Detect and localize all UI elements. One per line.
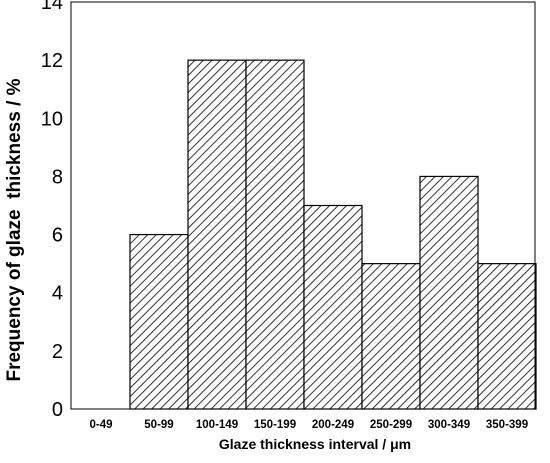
y-tick-label: 14 <box>41 0 63 14</box>
y-tick-label: 2 <box>52 341 63 363</box>
y-axis-label: Frequency of glaze thickness / % <box>4 78 25 381</box>
plot-frame <box>70 1 536 410</box>
bar-250-299 <box>361 263 421 410</box>
y-tick-label: 0 <box>52 399 63 421</box>
bar-150-199 <box>245 59 305 410</box>
y-tick-label: 8 <box>52 166 63 188</box>
y-tick-label: 10 <box>41 108 63 130</box>
bar-200-249 <box>303 204 363 410</box>
y-tick-label: 4 <box>52 283 63 305</box>
x-tick-label: 300-349 <box>428 419 470 431</box>
x-tick-labels: 0-49 50-99 100-149 150-199 200-249 250-299 300… <box>89 419 528 431</box>
bar-350-399 <box>477 263 537 410</box>
bar-300-349 <box>419 175 479 410</box>
bars-group <box>129 59 537 410</box>
x-tick-label: 50-99 <box>144 419 173 431</box>
x-tick-label: 100-149 <box>196 419 238 431</box>
x-tick-label: 250-299 <box>370 419 412 431</box>
bar-100-149 <box>187 59 247 410</box>
x-tick-label: 150-199 <box>254 419 296 431</box>
x-tick-label: 200-249 <box>312 419 354 431</box>
axes-group <box>70 1 536 410</box>
x-axis-label: Glaze thickness interval / μm <box>219 436 411 452</box>
y-tick-label: 6 <box>52 225 63 247</box>
y-tick-labels: 0 2 4 6 8 10 12 14 <box>41 0 63 421</box>
x-tick-label: 0-49 <box>89 419 112 431</box>
x-tick-label: 350-399 <box>486 419 528 431</box>
y-tick-label: 12 <box>41 50 63 72</box>
bar-50-99 <box>129 233 189 410</box>
